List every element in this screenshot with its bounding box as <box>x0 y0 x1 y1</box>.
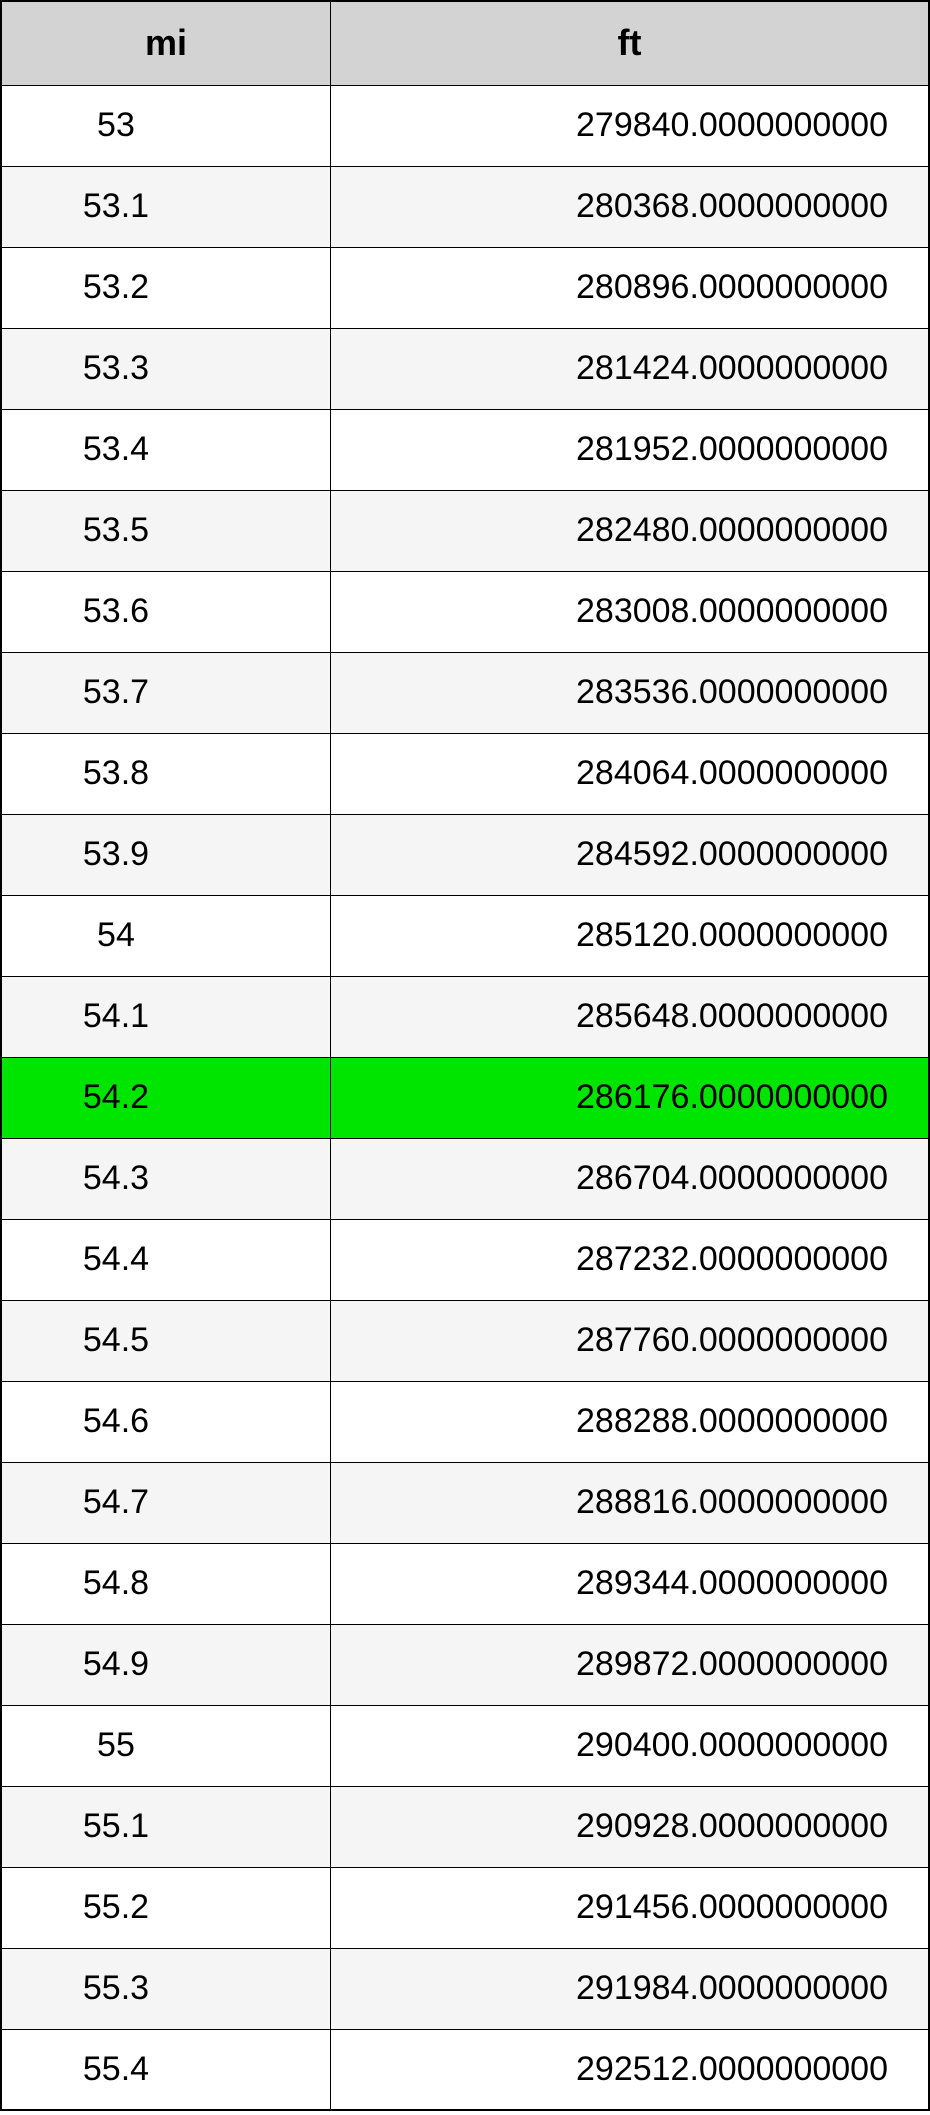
cell-ft: 291456.0000000000 <box>330 1867 929 1948</box>
cell-ft: 281952.0000000000 <box>330 409 929 490</box>
cell-ft: 286704.0000000000 <box>330 1138 929 1219</box>
cell-ft: 287760.0000000000 <box>330 1300 929 1381</box>
cell-ft: 280368.0000000000 <box>330 166 929 247</box>
cell-mi: 54.7 <box>1 1462 330 1543</box>
cell-mi: 54.3 <box>1 1138 330 1219</box>
table-row: 54.9289872.0000000000 <box>1 1624 929 1705</box>
cell-mi: 54.4 <box>1 1219 330 1300</box>
cell-mi: 53.8 <box>1 733 330 814</box>
cell-ft: 285120.0000000000 <box>330 895 929 976</box>
cell-ft: 288816.0000000000 <box>330 1462 929 1543</box>
column-header-ft: ft <box>330 1 929 85</box>
cell-ft: 283536.0000000000 <box>330 652 929 733</box>
cell-mi: 53.2 <box>1 247 330 328</box>
cell-mi: 53.7 <box>1 652 330 733</box>
cell-ft: 283008.0000000000 <box>330 571 929 652</box>
table-row: 54.5287760.0000000000 <box>1 1300 929 1381</box>
cell-ft: 290928.0000000000 <box>330 1786 929 1867</box>
cell-ft: 282480.0000000000 <box>330 490 929 571</box>
table-row: 53.3281424.0000000000 <box>1 328 929 409</box>
table-row: 53.1280368.0000000000 <box>1 166 929 247</box>
table-row: 53.2280896.0000000000 <box>1 247 929 328</box>
table-row: 54.6288288.0000000000 <box>1 1381 929 1462</box>
table-body: 53279840.000000000053.1280368.0000000000… <box>1 85 929 2110</box>
cell-mi: 54 <box>1 895 330 976</box>
table-row: 55.3291984.0000000000 <box>1 1948 929 2029</box>
table-row: 53.5282480.0000000000 <box>1 490 929 571</box>
table-row: 54.7288816.0000000000 <box>1 1462 929 1543</box>
table-header-row: mi ft <box>1 1 929 85</box>
cell-ft: 285648.0000000000 <box>330 976 929 1057</box>
table-row: 55.1290928.0000000000 <box>1 1786 929 1867</box>
cell-mi: 54.9 <box>1 1624 330 1705</box>
cell-ft: 280896.0000000000 <box>330 247 929 328</box>
cell-ft: 288288.0000000000 <box>330 1381 929 1462</box>
cell-mi: 54.1 <box>1 976 330 1057</box>
cell-mi: 55.4 <box>1 2029 330 2110</box>
table-row: 53.4281952.0000000000 <box>1 409 929 490</box>
table-row: 54285120.0000000000 <box>1 895 929 976</box>
column-header-mi: mi <box>1 1 330 85</box>
cell-ft: 289872.0000000000 <box>330 1624 929 1705</box>
cell-ft: 284064.0000000000 <box>330 733 929 814</box>
cell-ft: 284592.0000000000 <box>330 814 929 895</box>
table-row: 53.9284592.0000000000 <box>1 814 929 895</box>
cell-mi: 55.3 <box>1 1948 330 2029</box>
table-row: 54.8289344.0000000000 <box>1 1543 929 1624</box>
table-row: 54.2286176.0000000000 <box>1 1057 929 1138</box>
cell-mi: 54.5 <box>1 1300 330 1381</box>
table-row: 55.2291456.0000000000 <box>1 1867 929 1948</box>
cell-ft: 291984.0000000000 <box>330 1948 929 2029</box>
cell-mi: 53.6 <box>1 571 330 652</box>
cell-ft: 281424.0000000000 <box>330 328 929 409</box>
cell-mi: 53.1 <box>1 166 330 247</box>
table-row: 54.4287232.0000000000 <box>1 1219 929 1300</box>
conversion-table: mi ft 53279840.000000000053.1280368.0000… <box>0 0 930 2111</box>
cell-ft: 292512.0000000000 <box>330 2029 929 2110</box>
cell-ft: 286176.0000000000 <box>330 1057 929 1138</box>
cell-mi: 53.4 <box>1 409 330 490</box>
cell-mi: 54.8 <box>1 1543 330 1624</box>
table-row: 53.6283008.0000000000 <box>1 571 929 652</box>
table-row: 54.3286704.0000000000 <box>1 1138 929 1219</box>
cell-mi: 55 <box>1 1705 330 1786</box>
cell-ft: 287232.0000000000 <box>330 1219 929 1300</box>
cell-mi: 55.1 <box>1 1786 330 1867</box>
cell-ft: 290400.0000000000 <box>330 1705 929 1786</box>
table-row: 55.4292512.0000000000 <box>1 2029 929 2110</box>
table-row: 54.1285648.0000000000 <box>1 976 929 1057</box>
cell-ft: 279840.0000000000 <box>330 85 929 166</box>
table-row: 55290400.0000000000 <box>1 1705 929 1786</box>
cell-mi: 53.5 <box>1 490 330 571</box>
cell-ft: 289344.0000000000 <box>330 1543 929 1624</box>
cell-mi: 54.6 <box>1 1381 330 1462</box>
table-row: 53.8284064.0000000000 <box>1 733 929 814</box>
cell-mi: 55.2 <box>1 1867 330 1948</box>
table-row: 53279840.0000000000 <box>1 85 929 166</box>
table-row: 53.7283536.0000000000 <box>1 652 929 733</box>
cell-mi: 54.2 <box>1 1057 330 1138</box>
cell-mi: 53.3 <box>1 328 330 409</box>
cell-mi: 53.9 <box>1 814 330 895</box>
cell-mi: 53 <box>1 85 330 166</box>
